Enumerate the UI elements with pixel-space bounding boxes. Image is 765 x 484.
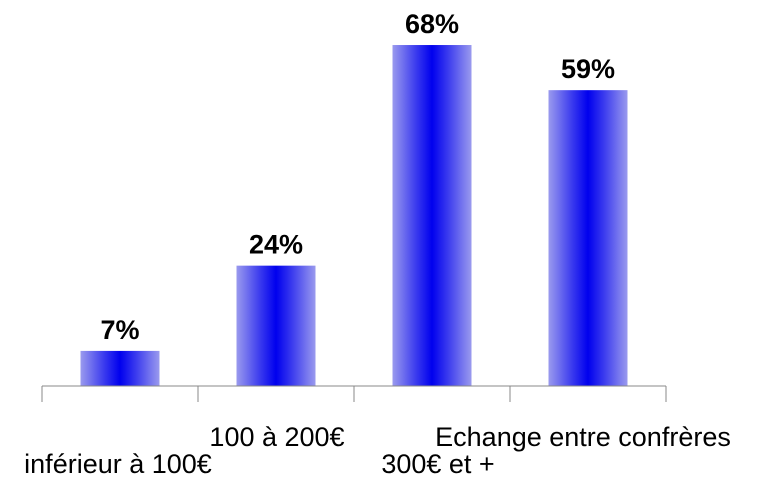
bars-group bbox=[80, 45, 628, 387]
bar bbox=[80, 350, 160, 386]
x-tick-label: Echange entre confrères bbox=[435, 422, 731, 452]
bar-value-label: 7% bbox=[100, 315, 139, 345]
x-tick-labels-group: inférieur à 100€100 à 200€ 300€ et +Echan… bbox=[24, 422, 731, 479]
bar bbox=[236, 265, 316, 386]
x-axis bbox=[41, 385, 667, 402]
bar-value-label: 24% bbox=[249, 230, 303, 260]
x-tick-label: inférieur à 100€ bbox=[24, 449, 212, 479]
x-tick-label: 100 à 200€ bbox=[209, 422, 344, 452]
bar bbox=[392, 45, 472, 387]
bar bbox=[548, 90, 628, 387]
x-tick-label: 300€ et + bbox=[381, 449, 494, 479]
value-labels-group: 7% 24% 68% 59% bbox=[100, 9, 615, 345]
bar-value-label: 59% bbox=[561, 54, 615, 84]
bar-value-label: 68% bbox=[405, 9, 459, 39]
